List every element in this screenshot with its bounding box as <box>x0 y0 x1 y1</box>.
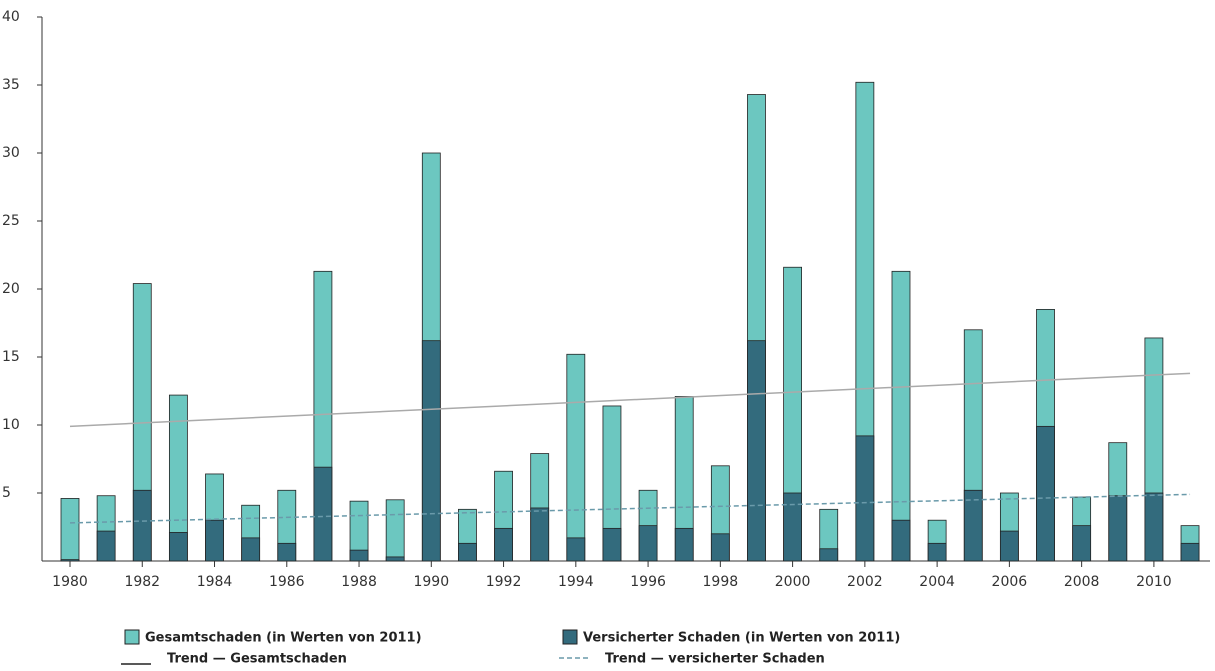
y-tick-label: 30 <box>2 145 20 161</box>
bar <box>1144 492 1164 562</box>
bar <box>747 340 766 562</box>
bar <box>1072 525 1092 562</box>
bar <box>168 532 188 562</box>
bar <box>385 499 405 562</box>
bar <box>421 340 441 562</box>
legend-swatch <box>124 629 140 645</box>
y-tick-label: 20 <box>2 281 20 297</box>
bar <box>1036 425 1055 562</box>
bar <box>891 519 911 562</box>
bar <box>60 559 80 562</box>
legend-label: Gesamtschaden (in Werten von 2011) <box>145 631 422 646</box>
x-tick-label: 1996 <box>630 574 666 590</box>
bar <box>1180 542 1200 562</box>
y-tick-label: 35 <box>2 77 20 93</box>
bar <box>891 270 911 562</box>
x-tick-label: 1980 <box>52 574 88 590</box>
x-tick-label: 2006 <box>992 574 1028 590</box>
x-tick-label: 1998 <box>703 574 739 590</box>
bar <box>385 556 405 562</box>
bar <box>963 489 983 562</box>
bar <box>783 492 802 562</box>
y-tick-label: 40 <box>2 9 20 25</box>
bar <box>566 353 586 562</box>
bar <box>494 527 513 562</box>
x-tick-label: 1988 <box>341 574 377 590</box>
trend-line <box>69 493 1191 524</box>
y-tick-label: 15 <box>2 349 20 365</box>
bar <box>927 542 947 562</box>
x-tick-label: 2010 <box>1136 574 1172 590</box>
legend-swatch <box>562 629 578 645</box>
x-tick-label: 2008 <box>1064 574 1100 590</box>
y-tick-label: 5 <box>2 485 11 501</box>
bar <box>96 530 116 562</box>
x-tick-label: 1992 <box>486 574 522 590</box>
y-tick-label: 10 <box>2 417 20 433</box>
legend-label: Trend — Gesamtschaden <box>167 652 347 667</box>
bar <box>710 533 730 562</box>
bar <box>1108 495 1128 562</box>
x-tick-label: 1986 <box>269 574 305 590</box>
bar <box>674 527 694 562</box>
x-tick-label: 2000 <box>775 574 811 590</box>
trend-line <box>69 372 1191 428</box>
bar <box>313 466 333 562</box>
x-tick-label: 1984 <box>197 574 233 590</box>
bar <box>458 542 477 562</box>
bar <box>602 527 622 562</box>
x-tick-label: 1982 <box>124 574 160 590</box>
bar <box>819 548 839 562</box>
legend-label: Versicherter Schaden (in Werten von 2011… <box>583 631 900 646</box>
x-tick-label: 2002 <box>847 574 883 590</box>
bar <box>60 498 80 562</box>
bar <box>349 549 369 562</box>
bar <box>999 530 1019 562</box>
bar <box>566 537 586 562</box>
bar <box>855 435 875 562</box>
bar <box>638 525 658 562</box>
legend-label: Trend — versicherter Schaden <box>605 652 825 667</box>
x-tick-label: 1990 <box>413 574 449 590</box>
bar <box>241 537 261 562</box>
y-tick-label: 25 <box>2 213 20 229</box>
x-tick-label: 1994 <box>558 574 594 590</box>
bar <box>205 519 224 562</box>
bar <box>277 542 297 562</box>
bar <box>530 507 550 562</box>
bar <box>132 489 152 562</box>
x-tick-label: 2004 <box>919 574 955 590</box>
